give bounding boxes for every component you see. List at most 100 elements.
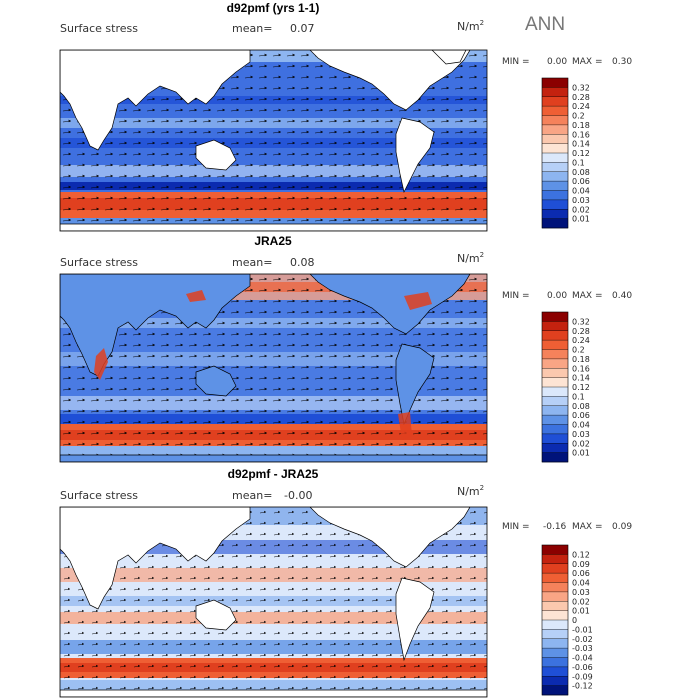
colorbar-label: 0.08 [572,402,590,411]
colorbar-label: 0.16 [572,364,590,373]
colorbar-label: -0.12 [572,682,593,691]
units-label: N/m2 [457,484,484,498]
colorbar-label: 0.12 [572,383,590,392]
colorbar-swatch [542,433,568,444]
field-label: Surface stress [60,22,138,35]
colorbar-label: -0.09 [572,672,593,681]
colorbar-label: 0.03 [572,196,590,205]
colorbar-swatch [542,190,568,201]
colorbar-label: 0.04 [572,579,590,588]
colorbar-label: 0.32 [572,83,590,92]
hotspot [94,348,108,380]
colorbar-swatch [542,162,568,173]
eurasia-africa [60,507,251,610]
colorbar-swatch [542,415,568,425]
colorbar-label: 0.16 [572,130,590,139]
map-frame [59,273,488,463]
colorbar-label: 0.32 [572,317,590,326]
stress-map [60,507,487,697]
hotspot [398,412,412,440]
colorbar-swatch [542,657,568,668]
panel-difference: d92pmf - JRA25 Surface stress mean= -0.0… [59,467,632,698]
colorbar-swatch [542,387,568,397]
north-america [309,50,471,111]
max-value: 0.09 [612,522,632,532]
mean-label: mean= [232,22,272,35]
colorbar-swatch [542,143,568,154]
min-value: 0.00 [547,291,567,301]
colorbar-swatch [542,443,568,453]
colorbar-label: 0.04 [572,187,590,196]
colorbar-label: 0.1 [572,158,585,167]
colorbar-label: 0.06 [572,569,590,578]
colorbar-swatch [542,648,568,658]
colorbar-swatch [542,78,568,88]
colorbar-swatch [542,330,568,341]
colorbar-swatch [542,321,568,332]
colorbar-swatch [542,452,568,463]
colorbar-swatch [542,424,568,435]
season-label: ANN [525,14,565,35]
land-stress-hotspots [94,290,432,440]
colorbar-swatch [542,554,568,565]
colorbar-label: -0.04 [572,654,593,663]
mean-value: 0.07 [290,22,315,35]
colorbar-label: 0.24 [572,336,590,345]
min-value: 0.00 [547,57,567,67]
colorbar-label: 0.2 [572,346,585,355]
colorbar-swatch [542,181,568,191]
colorbar-swatch [542,134,568,144]
map-frame [59,49,488,232]
colorbar-swatch [542,405,568,416]
colorbar-swatch [542,573,568,583]
colorbar-swatch [542,620,568,630]
colorbar-swatch [542,638,568,649]
colorbar-label: 0.01 [572,449,590,458]
colorbar-label: 0.1 [572,392,585,401]
colorbar-label: -0.06 [572,663,593,672]
australia [195,365,237,397]
colorbar-swatch [542,340,568,350]
colorbar: 0.320.280.240.20.180.160.140.120.10.080.… [541,77,590,229]
panel-reanalysis: JRA25 Surface stress mean= 0.08 N/m2 [59,234,632,463]
colorbar-swatch [542,676,568,686]
field-label: Surface stress [60,489,138,502]
colorbar: 0.120.090.060.040.030.020.010-0.01-0.02-… [541,544,593,696]
colorbar-label: 0.02 [572,205,590,214]
colorbar-swatch [542,349,568,360]
colorbar-swatch [542,368,568,378]
colorbar-swatch [542,545,568,555]
antarctica [60,454,487,462]
mean-value: 0.08 [290,256,315,269]
colorbar-label: 0.03 [572,588,590,597]
colorbar-label: -0.01 [572,625,593,634]
colorbar-label: 0.01 [572,215,590,224]
min-value: -0.16 [543,522,567,532]
colorbar-label: 0.12 [572,149,590,158]
max-value: 0.40 [612,291,632,301]
panel-model: d92pmf (yrs 1-1) Surface stress mean= 0.… [59,1,632,232]
colorbar-swatch [542,666,568,677]
stress-map [60,274,487,462]
colorbar-swatch [542,601,568,611]
south-america [395,577,435,662]
colorbar-swatch [542,582,568,593]
colorbar-swatch [542,96,568,107]
colorbar-label: 0.06 [572,177,590,186]
colorbar-label: 0.01 [572,607,590,616]
stress-map [60,50,487,231]
mean-label: mean= [232,256,272,269]
colorbar-label: 0.09 [572,560,590,569]
panel-title: d92pmf (yrs 1-1) [227,1,320,15]
max-label: MAX = [572,522,603,532]
colorbar-label: 0.28 [572,93,590,102]
greenland [431,50,467,65]
colorbar-swatch [542,610,568,621]
colorbar-swatch [542,199,568,210]
min-label: MIN = [502,522,530,532]
colorbar-label: 0.14 [572,374,590,383]
north-america [309,274,471,335]
colorbar-swatch [542,153,568,163]
colorbar-swatch [542,171,568,182]
